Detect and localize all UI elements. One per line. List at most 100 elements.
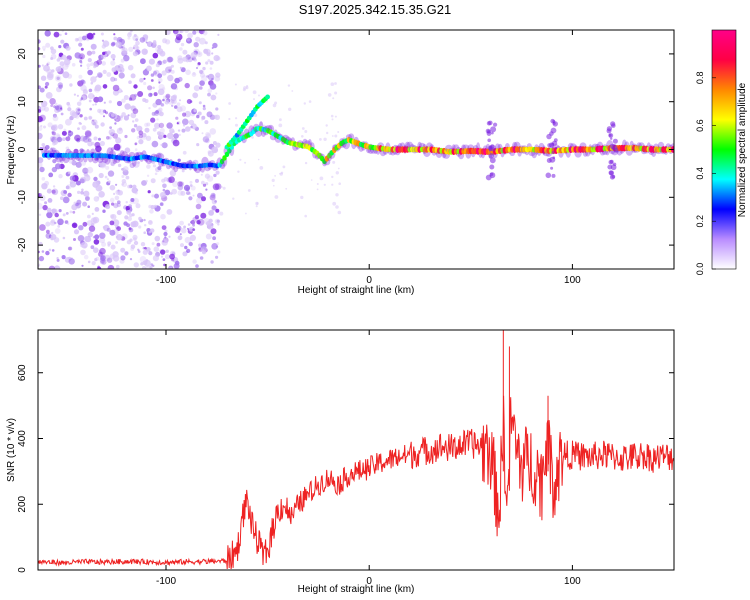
spectrogram-noise-blob <box>201 196 206 202</box>
spectrogram-noise-blob <box>157 166 162 171</box>
spectrogram-noise-blob <box>78 225 84 231</box>
spectrogram-noise-blob <box>214 114 220 121</box>
spectrogram-noise-blob <box>138 225 142 229</box>
ridge-spike <box>608 133 614 138</box>
spectrogram-noise-blob <box>188 192 192 195</box>
spectrogram-noise-blob <box>173 30 179 35</box>
spectrogram-noise-blob <box>177 55 183 61</box>
spectrogram-noise-blob <box>54 102 58 106</box>
spectrogram-noise-blob <box>56 58 61 62</box>
spectrogram-noise-blob <box>38 47 41 51</box>
spectrogram-noise-blob <box>214 200 217 203</box>
spectrogram-noise-blob <box>171 64 174 68</box>
spectrogram-noise-blob <box>159 50 166 57</box>
spectrogram-noise-blob <box>154 172 158 176</box>
spectrogram-noise-blob <box>126 210 132 215</box>
spectrogram-noise-blob <box>61 54 67 60</box>
spectrogram-noise-blob <box>93 239 100 245</box>
spectrogram-noise-blob <box>144 50 147 54</box>
ridge-point <box>227 148 232 154</box>
spectrogram-noise-blob <box>61 30 64 33</box>
spectrogram-noise-blob <box>110 54 116 59</box>
spectrogram-noise-blob <box>54 221 57 225</box>
spectrogram-noise-blob <box>202 136 210 143</box>
spectrogram-noise-blob <box>153 92 158 97</box>
spectrogram-noise-blob <box>137 250 141 253</box>
spectrogram-noise-blob <box>68 246 73 251</box>
spectrogram-noise-blob <box>131 187 138 194</box>
spectrogram-noise-blob <box>87 58 92 63</box>
spectrogram-noise-blob <box>84 130 92 137</box>
spectrogram-noise-blob <box>113 143 121 151</box>
spectrogram-noise-blob <box>46 229 50 234</box>
spectrogram-noise-blob <box>186 37 192 44</box>
spectrogram-noise-blob <box>112 84 120 92</box>
spectrogram-noise-blob <box>114 195 120 201</box>
spectrogram-noise-blob <box>334 91 338 95</box>
spectrogram-noise-blob <box>110 214 115 219</box>
spectrogram-noise-blob <box>213 55 220 62</box>
spectrogram-noise-blob <box>160 103 165 107</box>
spectrogram-noise-blob <box>228 102 232 105</box>
spectrogram-noise-blob <box>106 136 110 140</box>
spectrogram-noise-blob <box>93 176 98 182</box>
spectrogram-noise-blob <box>222 186 226 190</box>
spectrogram-noise-blob <box>170 257 175 262</box>
spectrogram-noise-blob <box>54 75 62 82</box>
spectrogram-noise-blob <box>159 202 164 207</box>
spectrogram-noise-blob <box>82 167 89 174</box>
spectrogram-noise-blob <box>121 179 127 184</box>
spectrogram-noise-blob <box>149 93 153 96</box>
ridge-spike <box>607 164 613 170</box>
spectrogram-noise-blob <box>116 264 120 269</box>
spectrogram-noise-blob <box>42 45 46 50</box>
spectrogram-noise-blob <box>46 73 54 81</box>
spectrogram-noise-blob <box>310 179 313 181</box>
spectrogram-noise-blob <box>132 34 139 42</box>
spectrogram-noise-blob <box>245 86 249 90</box>
spectrogram-noise-blob <box>102 225 106 229</box>
spectrogram-noise-blob <box>259 166 264 170</box>
spectrogram-noise-blob <box>189 234 196 241</box>
spectrogram-noise-blob <box>47 122 53 128</box>
spectrogram-noise-blob <box>172 139 180 147</box>
spectrogram-noise-blob <box>78 42 83 47</box>
spectrogram-noise-blob <box>115 235 119 239</box>
spectrogram-noise-blob <box>150 263 154 266</box>
spectrogram-noise-blob <box>211 205 217 211</box>
spectrogram-noise-blob <box>91 261 96 266</box>
spectrogram-noise-blob <box>300 195 304 200</box>
spectrogram-noise-blob <box>52 113 57 118</box>
spectrogram-noise-blob <box>38 202 43 210</box>
spectrogram-noise-blob <box>330 82 335 86</box>
spectrogram-noise-blob <box>47 198 53 203</box>
ridge-spike <box>549 156 556 163</box>
spectrogram-noise-blob <box>107 244 111 247</box>
spectrogram-noise-blob <box>207 92 211 97</box>
spectrogram-noise-blob <box>177 76 183 82</box>
spectrogram-noise-blob <box>120 255 126 261</box>
spectrogram-noise-blob <box>90 62 94 66</box>
spectrogram-noise-blob <box>121 183 124 186</box>
spectrogram-noise-blob <box>149 209 154 214</box>
spectrogram-noise-blob <box>127 36 131 40</box>
spectrogram-noise-blob <box>154 193 159 199</box>
spectrogram-noise-blob <box>124 251 129 256</box>
spectrogram-noise-blob <box>49 98 56 105</box>
spectrogram-noise-blob <box>88 88 93 93</box>
spectrogram-noise-blob <box>112 133 118 139</box>
spectrogram-noise-blob <box>106 257 113 263</box>
spectrogram-noise-blob <box>304 161 308 165</box>
spectrogram-noise-blob <box>158 81 161 84</box>
spectrogram-noise-blob <box>148 220 153 224</box>
spectrogram-noise-blob <box>134 93 138 97</box>
spectrogram-noise-blob <box>200 212 207 219</box>
spectrogram-noise-blob <box>149 265 153 269</box>
spectrogram-noise-blob <box>80 57 83 59</box>
spectrogram-noise-blob <box>58 65 62 70</box>
spectrogram-noise-blob <box>212 141 217 145</box>
spectrogram-noise-blob <box>56 257 59 260</box>
spectrogram-noise-blob <box>94 207 100 212</box>
spectrogram-noise-blob <box>211 77 214 81</box>
spectrogram-noise-blob <box>120 115 123 119</box>
